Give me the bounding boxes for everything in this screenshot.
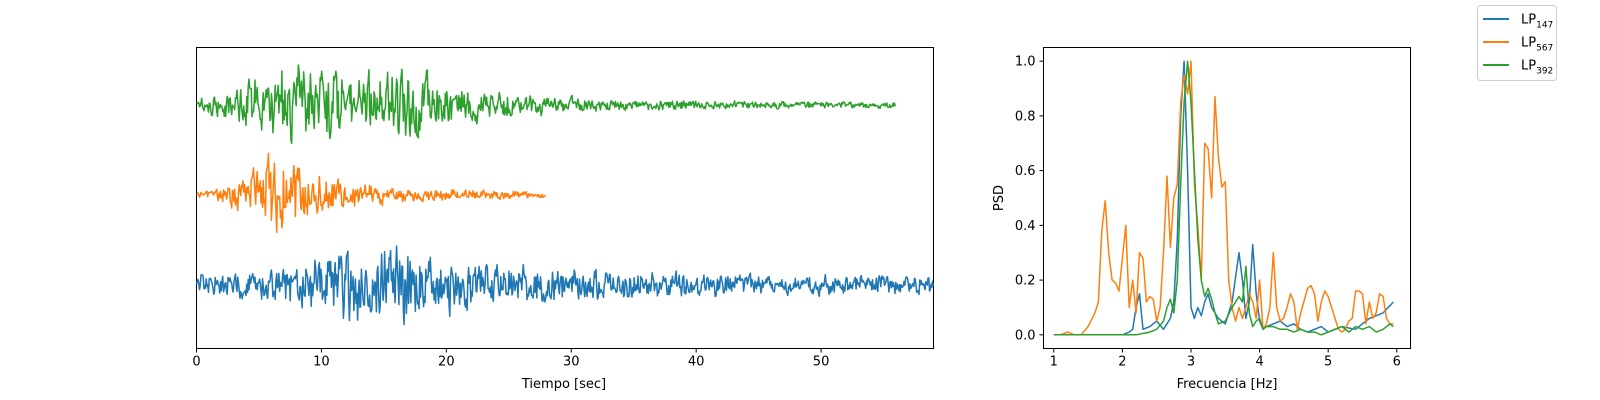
psd-line-lp147 (1053, 60, 1394, 336)
legend-label: LP567 (1521, 36, 1553, 54)
legend-label: LP392 (1521, 59, 1553, 77)
psd-x-label: Frecuencia [Hz] (1177, 377, 1278, 392)
psd-x-tick-label: 1 (1050, 355, 1058, 370)
psd-y-tick-label: 0.4 (1015, 219, 1036, 234)
psd-y-tick-label: 0.6 (1015, 164, 1036, 179)
psd-line-lp392 (1053, 60, 1394, 336)
time-trace-lp392 (196, 64, 897, 145)
time-x-tick-label: 20 (438, 355, 455, 370)
psd-y-tick-label: 1.0 (1015, 55, 1036, 70)
time-x-ticks: 0 10 20 30 40 50 (192, 348, 830, 370)
psd-y-label: PSD (992, 185, 1007, 211)
time-axes-frame (196, 47, 934, 349)
time-trace-lp147 (195, 245, 935, 326)
psd-x-ticks: 1 2 3 4 5 6 (1050, 348, 1401, 370)
legend-frame (1477, 5, 1557, 81)
psd-y-tick-label: 0.2 (1015, 274, 1036, 289)
psd-y-ticks: 0.0 0.2 0.4 0.6 0.8 1.0 (1015, 55, 1044, 343)
psd-x-tick-label: 2 (1118, 355, 1126, 370)
psd-lines (1053, 60, 1394, 336)
psd-y-tick-label: 0.8 (1015, 109, 1036, 124)
time-x-tick-label: 0 (192, 355, 200, 370)
time-x-tick-label: 30 (563, 355, 580, 370)
time-series-axes: 0 10 20 30 40 50 Tiempo [sec] (192, 47, 935, 392)
time-x-label: Tiempo [sec] (521, 377, 606, 392)
time-x-tick-label: 40 (688, 355, 705, 370)
psd-x-tick-label: 3 (1187, 355, 1195, 370)
time-series-lines (195, 64, 935, 326)
time-x-tick-label: 50 (813, 355, 830, 370)
psd-x-tick-label: 5 (1324, 355, 1332, 370)
psd-axes: 1 2 3 4 5 6 0.0 0.2 0.4 0.6 0.8 1.0 Frecuencia [Hz… (992, 47, 1411, 392)
psd-x-tick-label: 4 (1255, 355, 1263, 370)
time-trace-lp567 (196, 152, 547, 234)
legend: LP147 LP567 LP392 (1477, 5, 1557, 81)
psd-axes-frame (1043, 47, 1411, 349)
time-x-tick-label: 10 (313, 355, 330, 370)
psd-y-tick-label: 0.0 (1015, 328, 1036, 343)
legend-label: LP147 (1521, 13, 1553, 31)
psd-line-lp567 (1053, 60, 1394, 336)
psd-x-tick-label: 6 (1393, 355, 1401, 370)
